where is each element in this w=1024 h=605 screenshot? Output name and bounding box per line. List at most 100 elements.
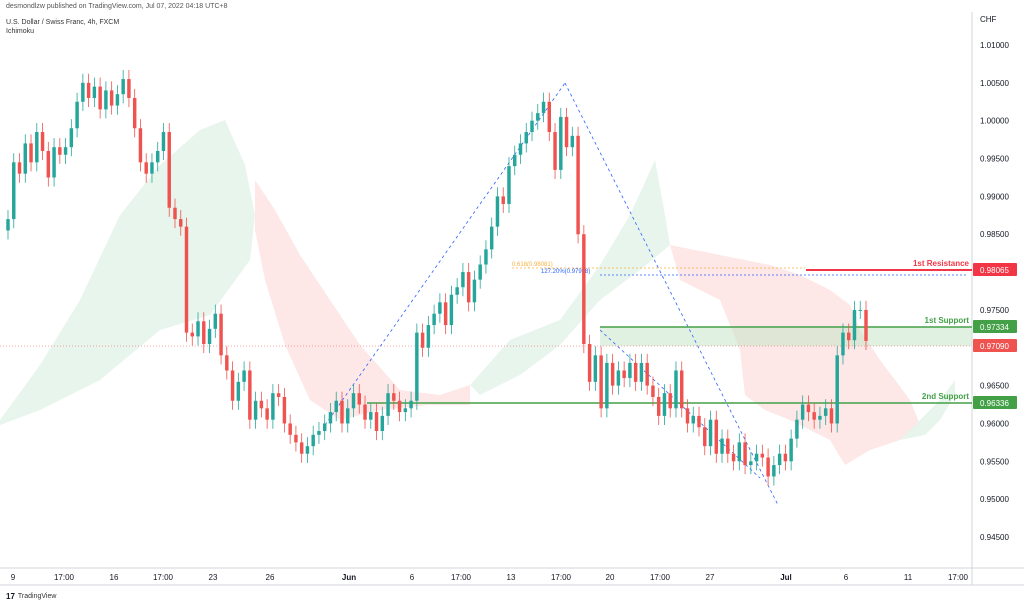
candle-up: [841, 332, 845, 356]
candle-up: [305, 446, 310, 454]
candle-down: [132, 97, 137, 129]
candle-down: [645, 362, 649, 386]
candle-down: [697, 415, 701, 428]
candle-up: [75, 101, 79, 129]
candle-up: [835, 355, 839, 424]
candle-down: [783, 453, 788, 462]
candle-down: [443, 302, 448, 326]
support-2-label: 2nd Support: [922, 392, 969, 401]
candle-up: [570, 135, 575, 148]
ichimoku-cloud-bull: [0, 120, 255, 425]
candle-down: [392, 393, 396, 401]
candles-group: [6, 69, 868, 486]
candle-up: [328, 412, 333, 424]
candle-down: [202, 321, 206, 344]
candle-down: [829, 408, 834, 424]
candle-down: [282, 396, 287, 424]
price-axis[interactable]: 1.01000 1.00500 1.00000 0.99500 0.99000 0.985…: [980, 41, 1009, 542]
candle-up: [322, 423, 327, 432]
time-tick-label: 23: [209, 573, 218, 582]
candle-down: [288, 423, 292, 435]
candle-down: [610, 362, 615, 386]
price-tick-label: 1.01000: [980, 41, 1009, 50]
time-tick-label: Jul: [780, 573, 792, 582]
candle-up: [104, 90, 108, 110]
price-tick-label: 0.99500: [980, 155, 1009, 164]
candle-down: [668, 393, 672, 409]
time-tick-label: 13: [507, 573, 516, 582]
candle-down: [582, 234, 586, 344]
candle-up: [749, 461, 753, 466]
candle-down: [576, 135, 580, 235]
candle-up: [478, 264, 482, 280]
candle-up: [242, 370, 246, 382]
candle-up: [12, 162, 16, 220]
candle-down: [466, 272, 471, 303]
candle-down: [731, 453, 736, 462]
candle-up: [317, 431, 321, 435]
support-1-tag-text: 0.97334: [980, 323, 1009, 332]
time-axis[interactable]: 9 17:00 16 17:00 23 26 Jun 6 17:00 13 17:00 20 17:00…: [11, 573, 969, 582]
candle-up: [236, 381, 241, 401]
candle-down: [743, 442, 747, 466]
candle-down: [86, 82, 91, 98]
candle-up: [207, 328, 212, 344]
price-tick-label: 0.95000: [980, 495, 1009, 504]
candle-up: [818, 415, 822, 420]
candle-up: [616, 370, 621, 386]
candle-down: [127, 79, 131, 98]
candle-down: [58, 147, 62, 155]
price-tick-label: 1.00500: [980, 79, 1009, 88]
time-tick-label: 16: [110, 573, 119, 582]
symbol-title[interactable]: U.S. Dollar / Swiss Franc, 4h, FXCM: [6, 19, 120, 26]
candle-up: [150, 162, 154, 174]
candle-up: [495, 196, 500, 227]
candle-up: [415, 332, 419, 401]
candle-up: [662, 393, 667, 416]
candle-up: [800, 404, 805, 420]
ichimoku-cloud-bull-3: [900, 380, 955, 440]
candle-down: [357, 393, 361, 405]
ichimoku-cloud-bear: [255, 180, 470, 420]
candle-up: [196, 321, 200, 337]
candle-down: [138, 128, 143, 163]
fib-618-label: 0.618(0.98081): [512, 262, 553, 268]
candle-up: [795, 419, 799, 439]
candle-up: [858, 309, 862, 311]
candle-up: [253, 400, 258, 420]
footer-brand[interactable]: 17 TradingView: [6, 592, 56, 601]
candle-up: [35, 132, 39, 163]
candle-up: [351, 393, 356, 409]
candle-up: [455, 287, 459, 295]
candle-up: [484, 249, 488, 265]
candle-up: [777, 453, 782, 466]
candle-up: [720, 438, 724, 454]
candle-down: [219, 313, 223, 356]
candle-up: [489, 226, 494, 250]
candle-down: [812, 412, 816, 420]
candle-up: [92, 86, 97, 98]
candle-down: [17, 162, 22, 174]
candle-down: [98, 86, 102, 110]
candle-down: [651, 385, 655, 397]
price-tick-label: 0.99000: [980, 192, 1009, 201]
candle-down: [40, 132, 45, 151]
candle-down: [248, 370, 252, 420]
candle-down: [806, 404, 811, 413]
candle-down: [144, 162, 148, 174]
fib-1272-label: 127.20%(0.97998): [541, 269, 590, 275]
candle-up: [507, 166, 511, 204]
candle-down: [587, 343, 592, 382]
candle-down: [184, 226, 189, 333]
candle-up: [52, 147, 56, 178]
price-tick-label: 0.97500: [980, 306, 1009, 315]
resistance-tag: 0.98065: [973, 263, 1017, 276]
candle-up: [737, 442, 742, 462]
candle-up: [639, 362, 644, 382]
candle-down: [864, 309, 868, 341]
price-tick-label: 0.96000: [980, 419, 1009, 428]
candle-down: [397, 400, 402, 413]
time-tick-label: 17:00: [650, 573, 671, 582]
indicator-label[interactable]: Ichimoku: [6, 28, 35, 35]
